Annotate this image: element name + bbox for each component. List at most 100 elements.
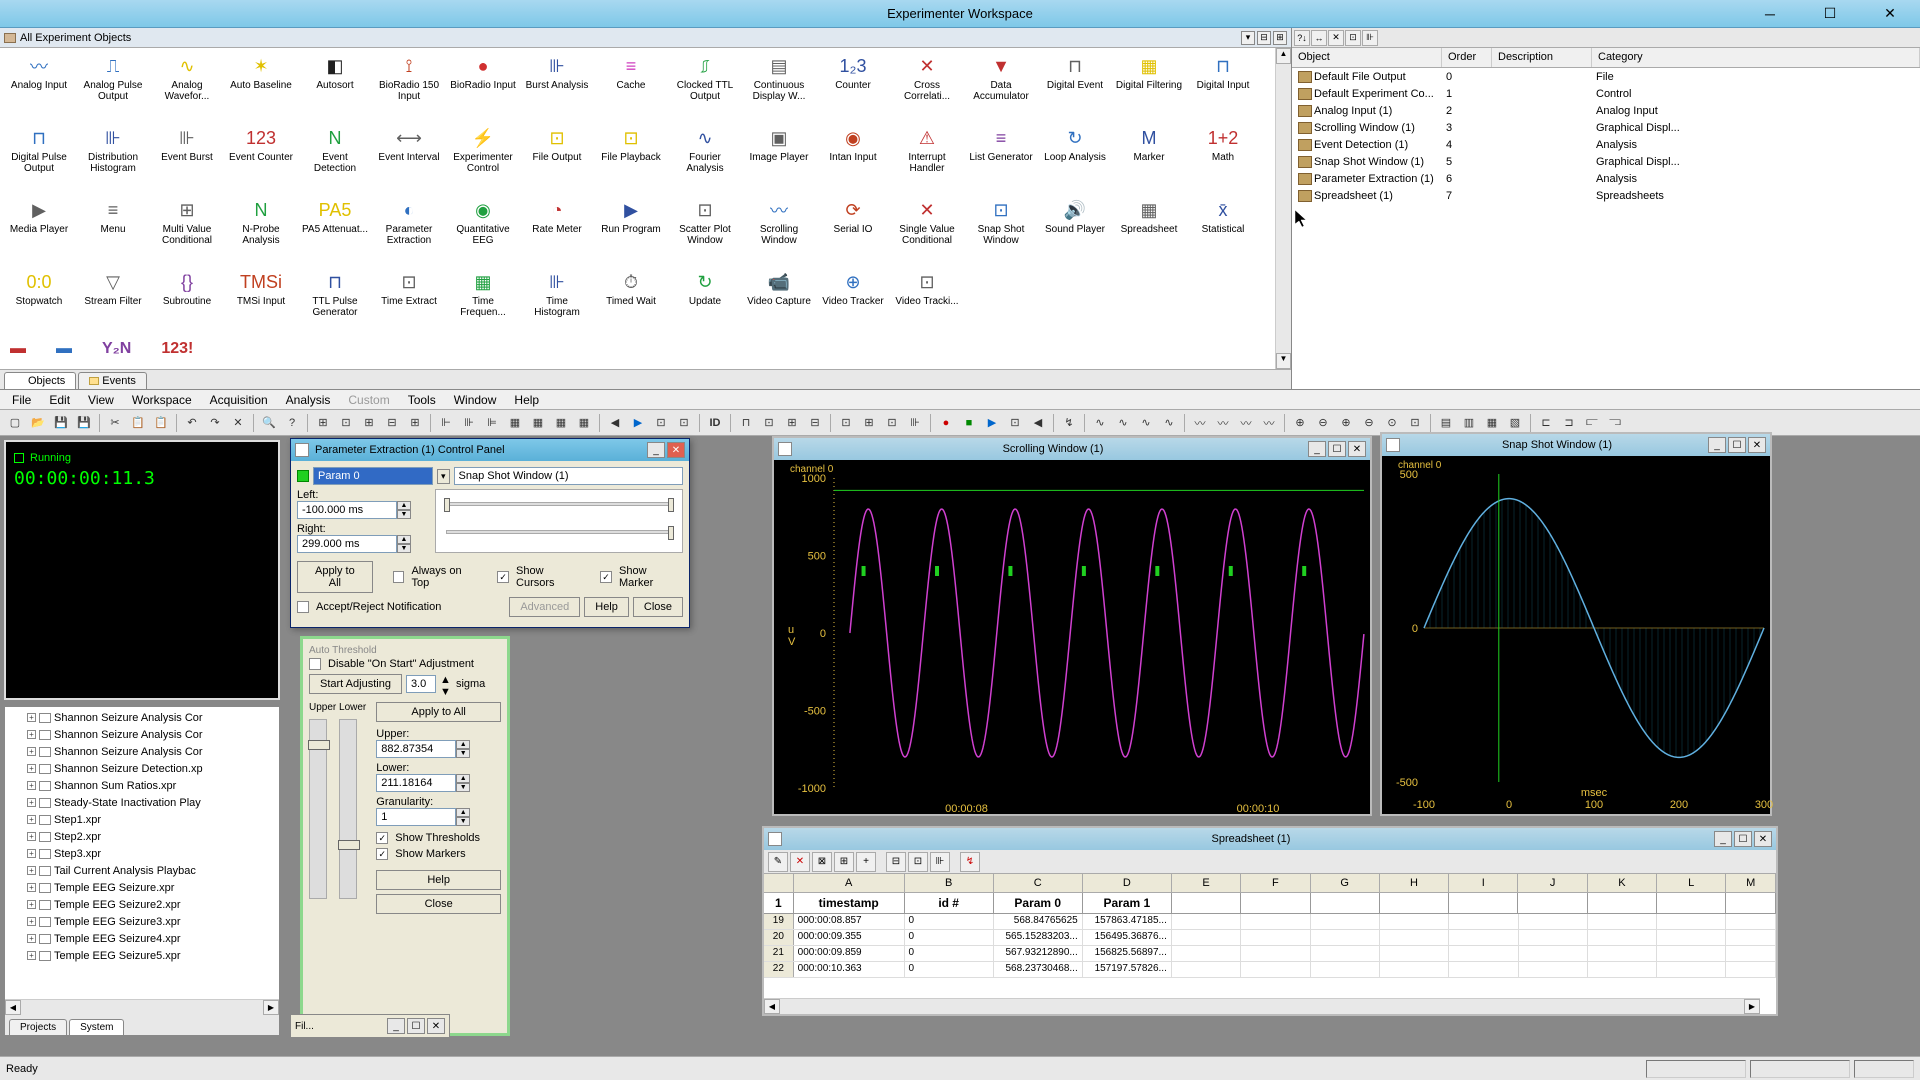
ss-max[interactable]: ☐ [1734,831,1752,847]
tool-event-detection[interactable]: NEvent Detection [298,122,372,194]
tool-video-tracker[interactable]: ⊕Video Tracker [816,266,890,338]
palette-grid-btn[interactable]: ⊞ [1273,31,1287,45]
palette-dropdown-btn[interactable]: ▾ [1241,31,1255,45]
chk-always-top[interactable] [393,571,405,583]
tree-item[interactable]: +Step3.xpr [7,845,277,862]
ss-tb-3[interactable]: ⊠ [812,852,832,872]
tool-image-player[interactable]: ▣Image Player [742,122,816,194]
toolbar-btn[interactable]: ⊡ [335,412,357,434]
snapwin-close[interactable]: ✕ [1748,437,1766,453]
lower-input[interactable] [376,774,456,792]
menu-workspace[interactable]: Workspace [124,391,200,409]
tool-video-tracki-[interactable]: ⊡Video Tracki... [890,266,964,338]
record-button[interactable]: ● [935,412,957,434]
tool-autosort[interactable]: ◧Autosort [298,50,372,122]
toolbar-btn[interactable]: ⊟ [381,412,403,434]
menu-edit[interactable]: Edit [41,391,78,409]
toolbar-btn[interactable]: ▦ [527,412,549,434]
ss-min[interactable]: _ [1714,831,1732,847]
tree-item[interactable]: +Shannon Seizure Detection.xp [7,760,277,777]
objhdr-description[interactable]: Description [1492,48,1592,67]
tool-tmsi-input[interactable]: TMSiTMSi Input [224,266,298,338]
ss-tb-5[interactable]: + [856,852,876,872]
param-dlg-min[interactable]: _ [647,442,665,458]
toolbar-btn[interactable]: ⊡ [881,412,903,434]
ss-tb-8[interactable]: ⊪ [930,852,950,872]
tool-extra[interactable]: ▬ [56,340,72,358]
toolbar-btn[interactable]: 💾 [73,412,95,434]
tool-event-burst[interactable]: ⊪Event Burst [150,122,224,194]
tool-event-counter[interactable]: 123Event Counter [224,122,298,194]
tool-update[interactable]: ↻Update [668,266,742,338]
toolbar-btn[interactable]: ◀ [604,412,626,434]
tree-item[interactable]: +Step2.xpr [7,828,277,845]
menu-analysis[interactable]: Analysis [278,391,339,409]
ss-tb-7[interactable]: ⊡ [908,852,928,872]
tool-n-probe-analysis[interactable]: NN-Probe Analysis [224,194,298,266]
palette-split-btn[interactable]: ⊟ [1257,31,1271,45]
project-tree-body[interactable]: +Shannon Seizure Analysis Cor+Shannon Se… [5,707,279,999]
objhdr-object[interactable]: Object [1292,48,1442,67]
tool-digital-event[interactable]: ⊓Digital Event [1038,50,1112,122]
stop-button[interactable]: ■ [958,412,980,434]
tool-extra[interactable]: Y₂N [102,340,131,358]
tool-time-frequen-[interactable]: ▦Time Frequen... [446,266,520,338]
tool-file-playback[interactable]: ⊡File Playback [594,122,668,194]
toolbar-btn[interactable]: ✕ [227,412,249,434]
ss-row[interactable]: 19000:00:08.8570568.84765625157863.47185… [764,914,1776,930]
chk-accept-reject[interactable] [297,601,309,613]
menu-tools[interactable]: Tools [400,391,444,409]
object-row[interactable]: Default File Output0File [1292,68,1920,85]
ss-grid[interactable]: ABCDEFGHIJKLM1timestampid #Param 0Param … [764,874,1776,978]
toolbar-btn[interactable]: 〰 [1235,412,1257,434]
objhdr-category[interactable]: Category [1592,48,1920,67]
tree-item[interactable]: +Shannon Sum Ratios.xpr [7,777,277,794]
objlist-btn-5[interactable]: ⊪ [1362,30,1378,46]
tool-counter[interactable]: 1₂3Counter [816,50,890,122]
param-dlg-close[interactable]: ✕ [667,442,685,458]
tool-time-histogram[interactable]: ⊪Time Histogram [520,266,594,338]
toolbar-btn[interactable]: ⊏ [1535,412,1557,434]
toolbar-btn[interactable]: ⊫ [481,412,503,434]
tool-file-output[interactable]: ⊡File Output [520,122,594,194]
menu-acquisition[interactable]: Acquisition [202,391,276,409]
chk-show-markers[interactable]: ✓ [376,848,388,860]
toolbar-btn[interactable]: ↶ [181,412,203,434]
close-button[interactable]: ✕ [1860,0,1920,27]
tool-burst-analysis[interactable]: ⊪Burst Analysis [520,50,594,122]
object-row[interactable]: Event Detection (1)4Analysis [1292,136,1920,153]
gran-input[interactable] [376,808,456,826]
ss-tb-4[interactable]: ⊞ [834,852,854,872]
tool-cache[interactable]: ≡Cache [594,50,668,122]
tool-extra[interactable]: ▬ [10,340,26,358]
tool-snap-shot-window[interactable]: ⊡Snap Shot Window [964,194,1038,266]
toolbar-btn[interactable]: ∿ [1112,412,1134,434]
tool-digital-pulse-output[interactable]: ⊓Digital Pulse Output [2,122,76,194]
tool-pa5-attenuat-[interactable]: PA5PA5 Attenuat... [298,194,372,266]
tool-stopwatch[interactable]: 0:0Stopwatch [2,266,76,338]
chk-show-marker[interactable]: ✓ [600,571,612,583]
toolbar-btn[interactable]: ✂ [104,412,126,434]
tool-analog-pulse-output[interactable]: ⎍Analog Pulse Output [76,50,150,122]
tool-analog-input[interactable]: 〰Analog Input [2,50,76,122]
tool-run-program[interactable]: ▶Run Program [594,194,668,266]
tool-fourier-analysis[interactable]: ∿Fourier Analysis [668,122,742,194]
tool-extra[interactable]: 123! [161,340,193,358]
toolbar-btn[interactable]: ▧ [1504,412,1526,434]
tree-item[interactable]: +Tail Current Analysis Playbac [7,862,277,879]
ss-tb-1[interactable]: ✎ [768,852,788,872]
snapwin-min[interactable]: _ [1708,437,1726,453]
tab-projects[interactable]: Projects [9,1019,67,1035]
tool-data-accumulator[interactable]: ▼Data Accumulator [964,50,1038,122]
tab-system[interactable]: System [69,1019,124,1035]
tool-intan-input[interactable]: ◉Intan Input [816,122,890,194]
toolbar-btn[interactable]: ∿ [1135,412,1157,434]
id-button[interactable]: ID [704,412,726,434]
tool-clocked-ttl-output[interactable]: ⎎Clocked TTL Output [668,50,742,122]
tree-hscrollbar[interactable]: ◀▶ [5,999,279,1015]
param-help[interactable]: Help [584,597,629,617]
toolbar-btn[interactable]: 〰 [1212,412,1234,434]
tool-continuous-display-w-[interactable]: ▤Continuous Display W... [742,50,816,122]
tool-cross-correlati-[interactable]: ✕Cross Correlati... [890,50,964,122]
snapwin-body[interactable]: channel 0 5000-500-1000100200300msec [1382,456,1770,814]
